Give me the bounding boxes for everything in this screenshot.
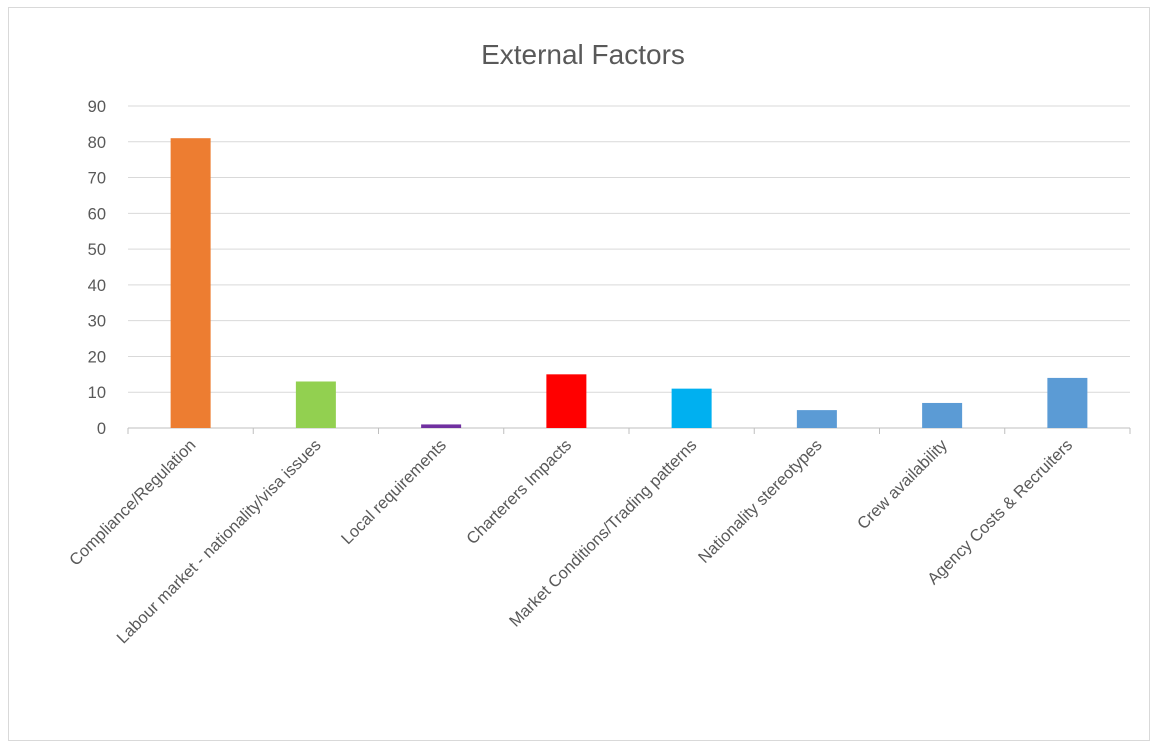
y-tick-label: 30	[88, 313, 106, 331]
bar-2	[421, 424, 462, 428]
category-label: Charterers Impacts	[463, 436, 575, 548]
bar-0	[170, 138, 211, 428]
bar-6	[922, 402, 963, 428]
y-tick-label: 90	[88, 98, 106, 116]
category-label: Compliance/Regulation	[66, 436, 199, 569]
category-label: Crew availability	[854, 436, 952, 534]
gridlines	[128, 105, 1130, 393]
y-tick-label: 50	[88, 241, 106, 259]
category-label: Local requirements	[338, 436, 450, 548]
x-axis	[127, 427, 1131, 434]
y-tick-label: 80	[88, 134, 106, 152]
y-tick-label: 60	[88, 205, 106, 223]
bar-7	[1047, 377, 1088, 428]
bar-3	[546, 374, 587, 428]
bar-1	[295, 381, 336, 428]
chart-title: External Factors	[481, 39, 685, 70]
y-axis-ticks: 0 10 20 30 40 50 60 70 80 90	[88, 98, 106, 438]
bar-4	[671, 388, 712, 428]
y-tick-label: 20	[88, 348, 106, 366]
category-label: Labour market - nationality/visa issues	[114, 436, 325, 647]
y-tick-label: 10	[88, 384, 106, 402]
y-tick-label: 0	[97, 420, 106, 438]
y-tick-label: 40	[88, 277, 106, 295]
category-label: Nationality stereotypes	[695, 436, 826, 567]
bars	[170, 138, 1088, 428]
bar-5	[796, 410, 837, 428]
y-tick-label: 70	[88, 170, 106, 188]
category-label: Agency Costs & Recruiters	[924, 436, 1076, 588]
